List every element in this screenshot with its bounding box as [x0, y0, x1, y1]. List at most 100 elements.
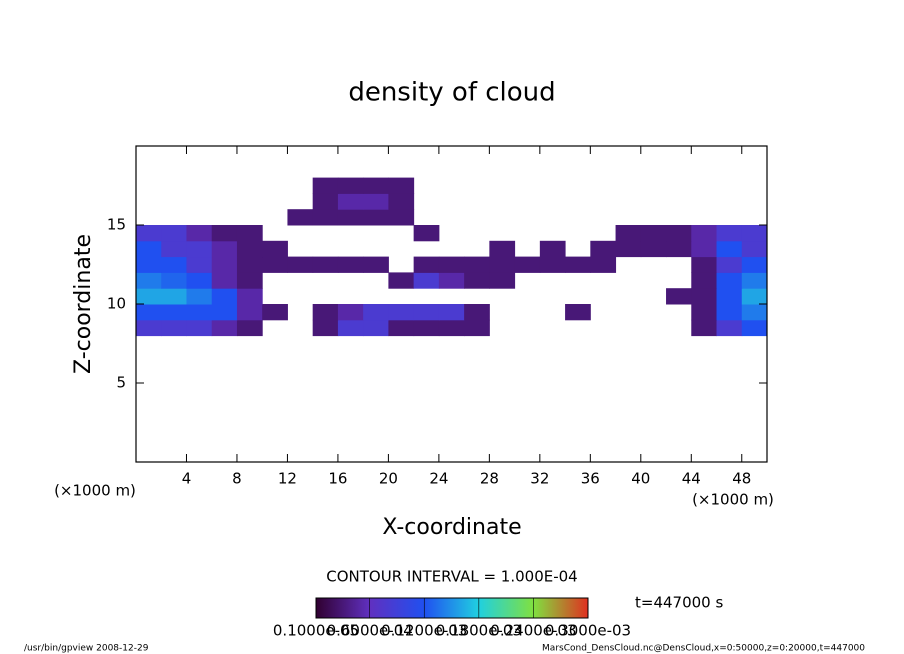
- contour-cell: [616, 304, 642, 320]
- contour-cell: [565, 178, 591, 194]
- contour-cell: [161, 288, 187, 305]
- contour-cell: [641, 304, 667, 320]
- contour-cell: [337, 209, 364, 226]
- contour-cell: [413, 256, 440, 273]
- contour-cell: [337, 319, 364, 337]
- contour-cell: [237, 178, 263, 194]
- contour-cell: [414, 193, 440, 209]
- contour-cell: [616, 178, 642, 194]
- contour-cell: [515, 209, 541, 225]
- contour-cell: [414, 288, 440, 304]
- contour-cell: [640, 240, 667, 258]
- y-tick-label: 5: [116, 374, 126, 392]
- contour-cell: [691, 193, 717, 209]
- colorbar-label: 0.6000e-04: [327, 622, 413, 640]
- contour-cell: [716, 304, 743, 321]
- contour-cell: [262, 320, 288, 336]
- contour-cell: [666, 240, 692, 258]
- contour-cell: [337, 177, 364, 194]
- contour-cell: [136, 319, 162, 337]
- contour-cell: [489, 272, 516, 289]
- contour-cell: [413, 304, 440, 321]
- x-unit-label: (×1000 m): [54, 482, 136, 500]
- contour-cell: [287, 178, 313, 194]
- contour-cell: [691, 304, 718, 321]
- contour-cell: [515, 272, 541, 288]
- contour-cell: [338, 225, 364, 241]
- contour-cell: [565, 225, 591, 241]
- contour-cell: [515, 288, 541, 304]
- contour-cell: [540, 178, 566, 194]
- contour-cell: [363, 193, 389, 210]
- contour-cell: [211, 304, 238, 321]
- x-axis-label: X-coordinate: [382, 515, 521, 540]
- colorbar-label: 0.1200e-03: [381, 622, 467, 640]
- contour-cell: [136, 178, 162, 194]
- contour-cell: [691, 209, 717, 225]
- contour-cell: [262, 193, 288, 209]
- contour-cell: [489, 178, 515, 194]
- contour-cell: [438, 304, 465, 321]
- x-tick-label: 40: [631, 470, 650, 488]
- time-label: t=447000 s: [635, 594, 723, 612]
- footer-right: MarsCond_DensCloud.nc@DensCloud,x=0:5000…: [542, 644, 865, 654]
- contour-cell: [287, 304, 313, 320]
- contour-cell: [717, 209, 743, 225]
- contour-cell: [666, 225, 692, 242]
- contour-cell: [338, 241, 364, 257]
- contour-cell: [515, 304, 541, 320]
- contour-cell: [313, 225, 339, 241]
- x-tick-label: 12: [278, 470, 297, 488]
- footer-left: /usr/bin/gpview 2008-12-29: [24, 644, 149, 654]
- contour-cell: [312, 304, 339, 321]
- contour-cell: [161, 209, 187, 225]
- contour-cell: [161, 178, 187, 194]
- y-tick-label: 15: [107, 216, 126, 234]
- contour-cell: [363, 288, 389, 304]
- contour-cell: [716, 256, 743, 273]
- contour-cell: [186, 225, 213, 242]
- contour-cell: [363, 177, 389, 194]
- contour-cell: [363, 225, 389, 241]
- contour-cell: [136, 209, 162, 225]
- x-tick-label: 4: [182, 470, 192, 488]
- contour-cell: [287, 320, 313, 336]
- contour-cell: [742, 178, 768, 194]
- contour-cell: [186, 193, 212, 209]
- contour-cell: [539, 240, 566, 258]
- contour-cell: [388, 319, 415, 337]
- contour-cell: [414, 241, 440, 257]
- contour-cell: [287, 193, 313, 209]
- contour-cell: [136, 272, 162, 289]
- contour-cell: [565, 256, 591, 273]
- contour-cell: [540, 225, 566, 241]
- x-tick-label: 28: [480, 470, 499, 488]
- contour-cell: [616, 193, 642, 209]
- contour-cell: [666, 257, 692, 273]
- contour-cell: [262, 240, 288, 258]
- contour-cell: [464, 288, 490, 304]
- contour-cell: [565, 209, 591, 225]
- contour-cell: [641, 178, 667, 194]
- contour-cell: [666, 320, 692, 336]
- contour-cell: [741, 256, 768, 273]
- contour-cell: [136, 256, 162, 273]
- contour-cell: [616, 209, 642, 225]
- contour-cell: [590, 178, 616, 194]
- contour-cell: [717, 178, 743, 194]
- contour-cell: [313, 241, 339, 257]
- colorbar-label: 0.1800e-03: [436, 622, 522, 640]
- contour-cell: [262, 209, 288, 225]
- contour-cell: [717, 193, 743, 209]
- contour-cell: [287, 209, 314, 226]
- contour-cell: [641, 320, 667, 336]
- contour-cell: [716, 225, 743, 242]
- colorbar-label: 0.1000e-05: [273, 622, 359, 640]
- contour-cell: [616, 257, 642, 273]
- contour-cell: [489, 320, 515, 336]
- contour-cell: [515, 320, 541, 336]
- contour-cell: [363, 272, 389, 288]
- y-tick-label: 10: [107, 295, 126, 313]
- contour-cell: [616, 320, 642, 336]
- contour-cell: [515, 178, 541, 194]
